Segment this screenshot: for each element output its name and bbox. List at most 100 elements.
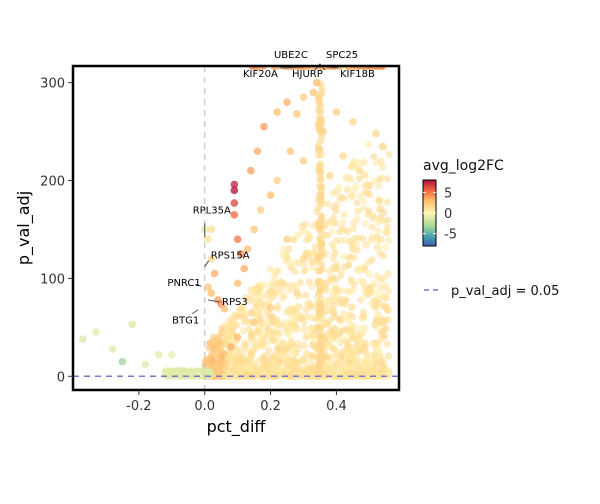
data-point[interactable] bbox=[273, 176, 281, 185]
gene-label: UBE2C bbox=[274, 50, 308, 61]
dense-point bbox=[323, 286, 331, 295]
data-point[interactable] bbox=[365, 181, 374, 190]
data-point[interactable] bbox=[204, 283, 212, 292]
dense-point bbox=[377, 174, 385, 182]
data-point[interactable] bbox=[339, 152, 347, 160]
data-point[interactable] bbox=[204, 235, 212, 244]
data-point[interactable] bbox=[375, 196, 384, 204]
dense-point bbox=[287, 311, 296, 319]
dense-point bbox=[291, 267, 299, 276]
data-point[interactable] bbox=[79, 335, 87, 343]
data-point[interactable] bbox=[283, 235, 291, 244]
dense-point bbox=[383, 175, 391, 183]
data-point[interactable] bbox=[210, 362, 219, 371]
dense-point bbox=[357, 296, 365, 304]
dense-point bbox=[233, 365, 241, 373]
data-point[interactable] bbox=[233, 235, 242, 244]
data-point[interactable] bbox=[349, 245, 357, 253]
data-point[interactable] bbox=[326, 171, 334, 180]
dense-point bbox=[221, 321, 229, 329]
data-point[interactable] bbox=[349, 117, 357, 126]
data-point[interactable] bbox=[372, 129, 380, 138]
data-point[interactable] bbox=[207, 255, 216, 263]
data-point[interactable] bbox=[266, 191, 275, 200]
data-point[interactable] bbox=[230, 180, 239, 189]
dense-point bbox=[335, 183, 343, 191]
data-point[interactable] bbox=[312, 78, 321, 87]
data-point[interactable] bbox=[382, 294, 390, 302]
data-point[interactable] bbox=[128, 320, 137, 329]
dense-point bbox=[256, 324, 264, 332]
data-point[interactable] bbox=[299, 93, 308, 102]
data-point[interactable] bbox=[358, 313, 367, 322]
data-point[interactable] bbox=[154, 350, 163, 359]
data-point[interactable] bbox=[332, 264, 341, 273]
data-point[interactable] bbox=[233, 279, 242, 288]
dense-point bbox=[379, 163, 387, 171]
data-point[interactable] bbox=[194, 371, 202, 380]
data-point[interactable] bbox=[293, 289, 301, 297]
dense-point bbox=[384, 216, 392, 224]
dense-point bbox=[317, 341, 325, 350]
data-point[interactable] bbox=[207, 225, 216, 234]
dense-point bbox=[239, 327, 247, 335]
dense-point bbox=[332, 360, 341, 368]
dense-point bbox=[278, 251, 287, 259]
data-point[interactable] bbox=[230, 199, 239, 207]
dense-point bbox=[336, 338, 344, 347]
data-point[interactable] bbox=[184, 370, 193, 379]
data-point[interactable] bbox=[299, 157, 308, 165]
data-point[interactable] bbox=[283, 98, 291, 107]
dense-point bbox=[211, 341, 220, 349]
data-point[interactable] bbox=[210, 269, 219, 278]
data-point[interactable] bbox=[319, 127, 328, 136]
data-point[interactable] bbox=[118, 357, 127, 366]
data-point[interactable] bbox=[365, 284, 374, 292]
axes: pct_diff p_val_adj -0.2 0.0 0.2 0.4 0 100 200 3… bbox=[14, 77, 347, 437]
data-point[interactable] bbox=[250, 225, 258, 234]
dense-point bbox=[370, 152, 378, 161]
dense-point bbox=[314, 145, 322, 153]
data-point[interactable] bbox=[161, 367, 170, 376]
data-point[interactable] bbox=[227, 343, 235, 351]
data-point[interactable] bbox=[237, 250, 245, 258]
dense-point bbox=[316, 314, 324, 322]
data-point[interactable] bbox=[286, 147, 295, 155]
y-tick-label: 300 bbox=[40, 77, 65, 92]
data-point[interactable] bbox=[207, 289, 216, 297]
dense-point bbox=[249, 347, 257, 355]
data-point[interactable] bbox=[167, 350, 176, 359]
data-point[interactable] bbox=[266, 303, 275, 312]
data-point[interactable] bbox=[256, 206, 265, 214]
dense-point bbox=[384, 287, 392, 295]
data-point[interactable] bbox=[247, 166, 255, 175]
data-point[interactable] bbox=[378, 142, 387, 151]
data-point[interactable] bbox=[217, 352, 225, 361]
data-point[interactable] bbox=[293, 110, 301, 118]
data-point[interactable] bbox=[332, 108, 341, 116]
data-point[interactable] bbox=[339, 299, 347, 307]
data-point[interactable] bbox=[260, 122, 268, 131]
data-point[interactable] bbox=[355, 166, 364, 175]
dense-point bbox=[361, 189, 369, 197]
data-point[interactable] bbox=[299, 255, 308, 263]
data-point[interactable] bbox=[273, 108, 281, 116]
data-point[interactable] bbox=[309, 88, 318, 97]
data-point[interactable] bbox=[230, 186, 239, 195]
dense-point bbox=[309, 250, 317, 258]
data-point[interactable] bbox=[250, 318, 258, 327]
data-point[interactable] bbox=[233, 333, 242, 341]
data-point[interactable] bbox=[220, 304, 229, 313]
data-point[interactable] bbox=[141, 360, 150, 369]
data-point[interactable] bbox=[108, 345, 117, 353]
data-point[interactable] bbox=[319, 279, 328, 288]
dense-point bbox=[368, 256, 376, 264]
data-point[interactable] bbox=[243, 245, 252, 253]
data-point[interactable] bbox=[174, 369, 183, 378]
data-point[interactable] bbox=[230, 210, 239, 219]
dense-point bbox=[328, 227, 336, 236]
data-point[interactable] bbox=[253, 147, 262, 155]
label-connector bbox=[195, 283, 202, 287]
data-point[interactable] bbox=[92, 328, 100, 337]
data-point[interactable] bbox=[240, 264, 249, 273]
